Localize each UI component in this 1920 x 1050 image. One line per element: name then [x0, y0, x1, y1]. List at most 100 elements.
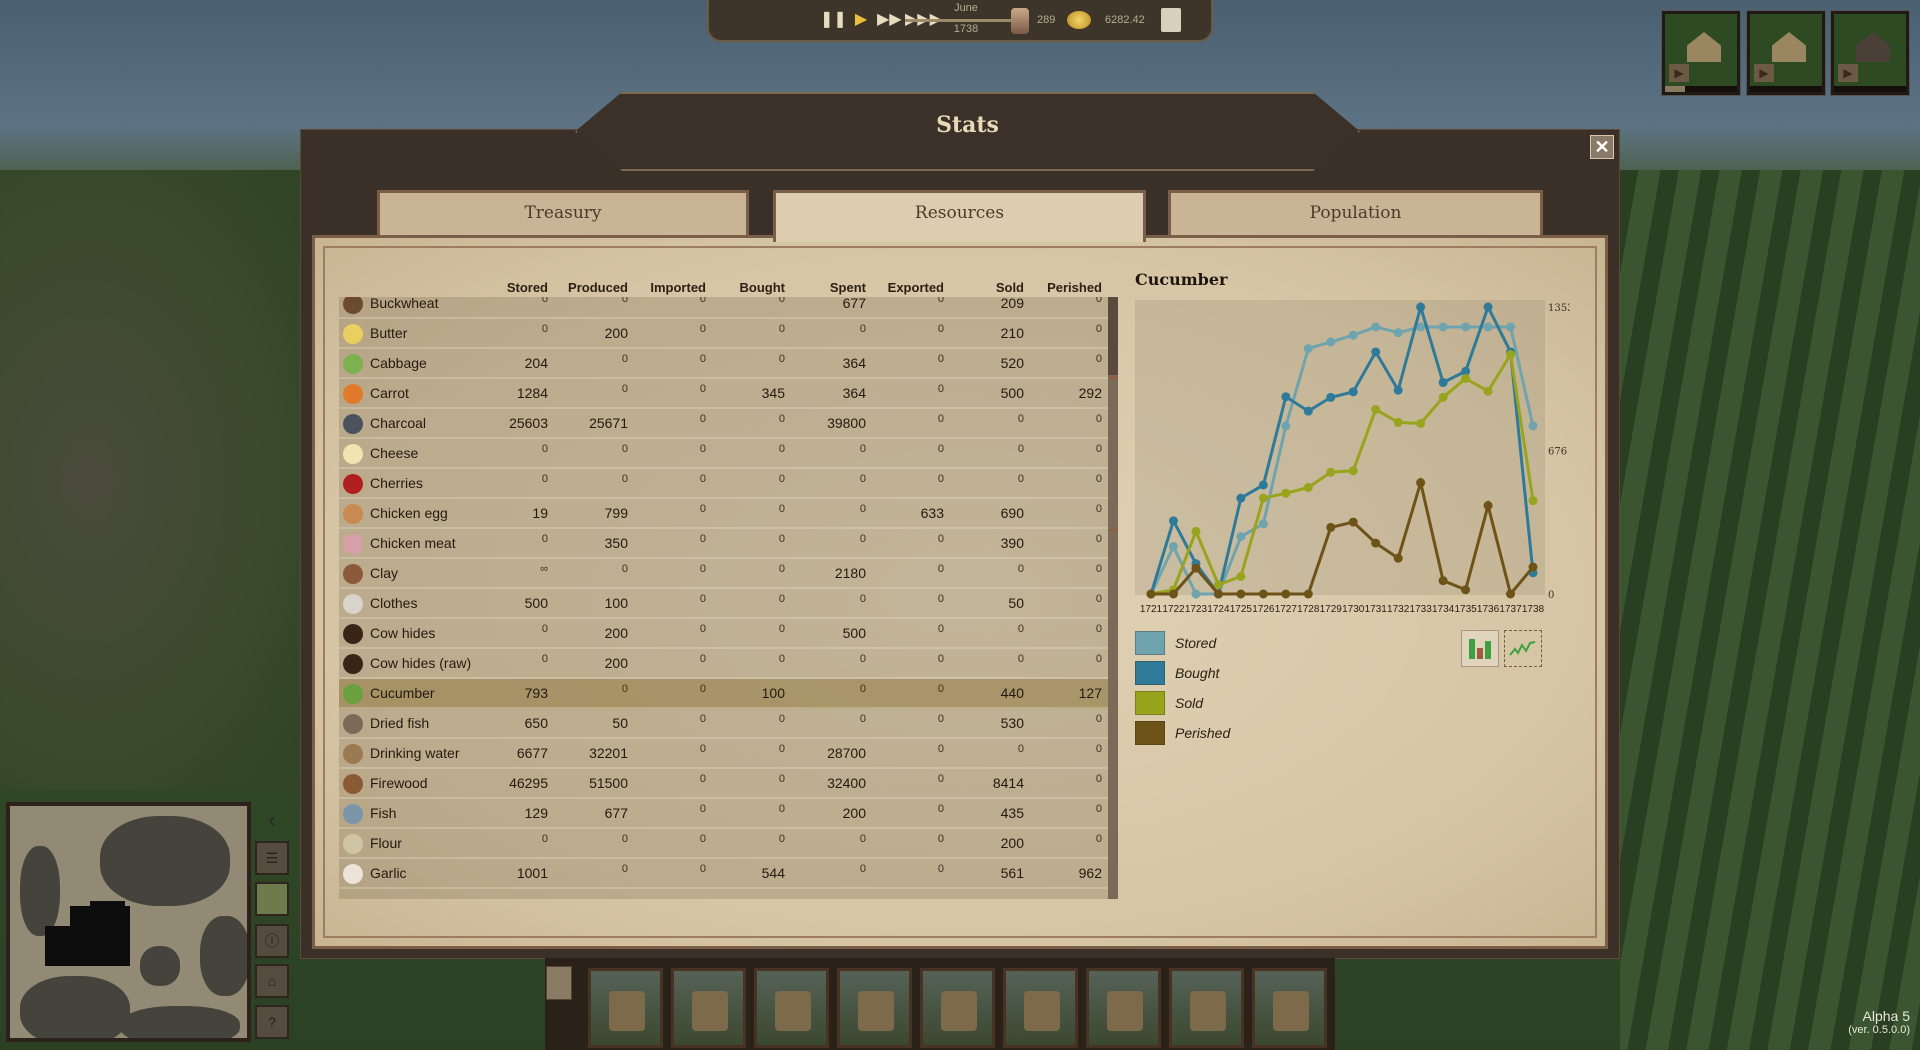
- cell-perished: 0: [1095, 773, 1102, 785]
- cell-perished: 0: [1095, 533, 1102, 545]
- bar-chart-button[interactable]: [1461, 630, 1499, 667]
- x-tick-label: 1721: [1140, 604, 1163, 615]
- table-row[interactable]: Clay ∞ 0 0 0 2180 0 0 0: [339, 559, 1109, 589]
- play-icon[interactable]: ▶: [1838, 64, 1858, 82]
- table-row[interactable]: Cow hides (raw) 0 200 0 0 0 0 0 0: [339, 649, 1109, 679]
- data-point-perished: [1281, 589, 1291, 599]
- build-card[interactable]: [1252, 968, 1327, 1048]
- table-row[interactable]: Chicken meat 0 350 0 0 0 0 390 0: [339, 529, 1109, 559]
- table-row[interactable]: Buckwheat 0 0 0 0 677 0 209 0: [339, 297, 1109, 319]
- menu-button[interactable]: ☰: [255, 841, 289, 875]
- table-scrollbar[interactable]: ︽ ︾: [1108, 297, 1118, 899]
- build-card[interactable]: [671, 968, 746, 1048]
- minimap[interactable]: [6, 802, 251, 1042]
- table-row[interactable]: Carrot 1284 0 0 345 364 0 500 292: [339, 379, 1109, 409]
- data-point-stored: [1348, 330, 1358, 340]
- cell-sold: 0: [1017, 443, 1024, 455]
- construction-queue-item[interactable]: ▶: [1662, 11, 1740, 95]
- cell-produced: 32201: [589, 745, 628, 761]
- firewood-icon: [343, 774, 363, 794]
- buildings-button[interactable]: ⌂: [255, 964, 289, 998]
- pause-icon[interactable]: ❚❚: [820, 11, 847, 28]
- legend-swatch: [1135, 721, 1165, 745]
- x-tick-label: 1724: [1207, 604, 1230, 615]
- table-row[interactable]: Clothes 500 100 0 0 0 0 50 0: [339, 589, 1109, 619]
- build-card[interactable]: [1169, 968, 1244, 1048]
- col-spent[interactable]: Spent: [829, 280, 866, 295]
- table-row[interactable]: Charcoal 25603 25671 0 0 39800 0 0 0: [339, 409, 1109, 439]
- col-stored[interactable]: Stored: [506, 280, 548, 295]
- legend-label: Stored: [1175, 635, 1217, 651]
- col-sold[interactable]: Sold: [995, 280, 1024, 295]
- cell-bought: 0: [778, 533, 785, 545]
- scrollbar-thumb[interactable]: [1108, 297, 1118, 375]
- table-row[interactable]: Flour 0 0 0 0 0 0 200 0: [339, 829, 1109, 859]
- chart-title: Cucumber: [1135, 270, 1228, 289]
- cell-stored: 19: [532, 505, 548, 521]
- table-row[interactable]: Firewood 46295 51500 0 0 32400 0 8414 0: [339, 769, 1109, 799]
- tab-treasury[interactable]: Treasury: [377, 190, 749, 238]
- help-book-button[interactable]: ?: [255, 1005, 289, 1039]
- close-button[interactable]: ✕: [1590, 135, 1614, 159]
- table-row[interactable]: Butter 0 200 0 0 0 0 210 0: [339, 319, 1109, 349]
- table-row[interactable]: Cherries 0 0 0 0 0 0 0 0: [339, 469, 1109, 499]
- data-point-perished: [1506, 589, 1516, 599]
- cell-sold: 0: [1017, 473, 1024, 485]
- map-view-button[interactable]: [255, 882, 289, 916]
- data-point-perished: [1326, 522, 1336, 532]
- build-card[interactable]: [588, 968, 663, 1048]
- line-chart-button[interactable]: [1504, 630, 1542, 667]
- construction-queue-item[interactable]: ▶: [1831, 11, 1909, 95]
- build-card[interactable]: [920, 968, 995, 1048]
- play-icon[interactable]: ▶: [1669, 64, 1689, 82]
- scroll-down-icon[interactable]: ︾: [1108, 529, 1118, 540]
- collapse-icon[interactable]: ‹: [268, 807, 276, 832]
- table-row[interactable]: Cabbage 204 0 0 0 364 0 520 0: [339, 349, 1109, 379]
- cell-exported: 0: [937, 473, 944, 485]
- col-perished[interactable]: Perished: [1047, 280, 1102, 295]
- table-row[interactable]: Chicken egg 19 799 0 0 0 633 690 0: [339, 499, 1109, 529]
- cell-bought: 544: [761, 865, 785, 881]
- build-card[interactable]: [1086, 968, 1161, 1048]
- resource-name: Cheese: [370, 445, 419, 461]
- cell-bought: 0: [778, 773, 785, 785]
- cell-produced: 677: [604, 805, 628, 821]
- cell-imported: 0: [699, 413, 706, 425]
- table-row[interactable]: Cucumber 793 0 0 100 0 0 440 127: [339, 679, 1109, 709]
- tab-resources[interactable]: Resources: [773, 190, 1146, 242]
- cell-stored: 129: [524, 805, 548, 821]
- play-icon[interactable]: ▶: [854, 11, 868, 28]
- construction-queue-item[interactable]: ▶: [1747, 11, 1825, 95]
- building-info-button[interactable]: ⓘ: [255, 924, 289, 958]
- build-card[interactable]: [754, 968, 829, 1048]
- fast-forward-icon[interactable]: ▶▶: [877, 11, 902, 28]
- tab-population[interactable]: Population: [1168, 190, 1543, 238]
- data-point-bought: [1168, 516, 1178, 526]
- table-row[interactable]: Cheese 0 0 0 0 0 0 0 0: [339, 439, 1109, 469]
- table-row[interactable]: Garlic 1001 0 0 544 0 0 561 962: [339, 859, 1109, 889]
- resource-name: Cherries: [370, 475, 423, 491]
- cell-stored: 1284: [516, 385, 548, 401]
- table-row[interactable]: Drinking water 6677 32201 0 0 28700 0 0 0: [339, 739, 1109, 769]
- scroll-log-icon[interactable]: [1161, 8, 1181, 32]
- col-bought[interactable]: Bought: [739, 280, 785, 295]
- build-tool-icon[interactable]: [546, 966, 572, 1000]
- build-card[interactable]: [1003, 968, 1078, 1048]
- col-produced[interactable]: Produced: [568, 280, 628, 295]
- cell-bought: 0: [778, 743, 785, 755]
- table-row[interactable]: Fish 129 677 0 0 200 0 435 0: [339, 799, 1109, 829]
- play-icon[interactable]: ▶: [1754, 64, 1774, 82]
- month-label: June: [954, 2, 978, 14]
- cell-spent: 0: [859, 653, 866, 665]
- cell-imported: 0: [699, 743, 706, 755]
- table-row[interactable]: Dried fish 650 50 0 0 0 0 530 0: [339, 709, 1109, 739]
- cell-perished: 0: [1095, 443, 1102, 455]
- col-exported[interactable]: Exported: [887, 280, 944, 295]
- build-card[interactable]: [837, 968, 912, 1048]
- cell-imported: 0: [699, 563, 706, 575]
- cell-imported: 0: [699, 773, 706, 785]
- data-point-stored: [1281, 421, 1291, 431]
- scroll-up-icon[interactable]: ︽: [1108, 371, 1118, 382]
- table-row[interactable]: Cow hides 0 200 0 0 500 0 0 0: [339, 619, 1109, 649]
- col-imported[interactable]: Imported: [650, 280, 706, 295]
